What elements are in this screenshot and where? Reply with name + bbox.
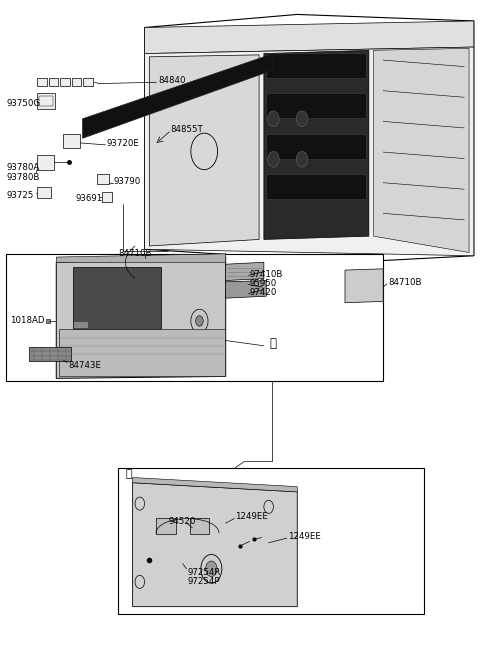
Bar [97,174,109,184]
Bar [266,53,366,78]
Text: 84710B: 84710B [388,278,421,287]
Polygon shape [373,48,469,252]
Polygon shape [56,257,226,379]
Bar [59,329,225,377]
Text: 1249EE: 1249EE [288,532,321,541]
Bar [73,267,161,329]
Bar [74,322,88,328]
Text: 93780B: 93780B [6,173,39,182]
Text: 93720E: 93720E [107,139,139,148]
Text: 93725: 93725 [6,191,34,200]
Text: 97410B: 97410B [250,269,283,278]
Text: 93780A: 93780A [6,163,39,172]
Text: 97254R: 97254R [188,568,221,576]
Circle shape [268,151,279,167]
Polygon shape [144,21,474,54]
Bar [48,78,58,86]
Bar [37,187,50,198]
Text: ⓐ: ⓐ [269,337,276,350]
Text: ⓐ: ⓐ [126,469,132,479]
Bar [266,134,366,159]
Bar [60,78,70,86]
Bar [63,134,80,148]
Text: 97254P: 97254P [188,577,220,586]
Polygon shape [149,55,259,246]
Circle shape [205,561,217,576]
Circle shape [296,111,308,126]
Bar [156,518,176,534]
Text: 1249EE: 1249EE [235,512,268,521]
Polygon shape [345,269,383,303]
Text: 93750G: 93750G [6,100,40,108]
Text: 97420: 97420 [250,288,277,297]
Bar [72,78,81,86]
Polygon shape [56,253,226,262]
Bar [266,174,366,199]
Polygon shape [226,280,266,298]
Polygon shape [132,483,297,607]
Text: 94520: 94520 [168,517,196,527]
Bar [102,193,112,202]
Bar [118,468,424,614]
Bar [37,155,54,170]
Text: 84710B: 84710B [118,249,152,257]
Bar [266,94,366,118]
Bar [6,253,383,381]
Polygon shape [132,477,297,492]
Text: 95950: 95950 [250,278,277,288]
Text: 93691: 93691 [75,194,103,203]
Polygon shape [83,54,274,138]
Circle shape [296,151,308,167]
Bar [39,96,53,106]
Bar [83,78,93,86]
Bar [37,94,55,109]
Text: 93790: 93790 [114,177,141,186]
Text: 1018AD: 1018AD [10,316,45,326]
Bar [190,518,209,534]
Text: 84855T: 84855T [171,124,204,134]
Text: 84743E: 84743E [68,361,101,370]
Polygon shape [29,347,71,362]
Polygon shape [264,50,369,240]
Circle shape [196,316,203,326]
Text: 84840: 84840 [159,77,186,85]
Circle shape [268,111,279,126]
Polygon shape [226,262,264,280]
Polygon shape [144,47,474,255]
Bar [37,78,47,86]
